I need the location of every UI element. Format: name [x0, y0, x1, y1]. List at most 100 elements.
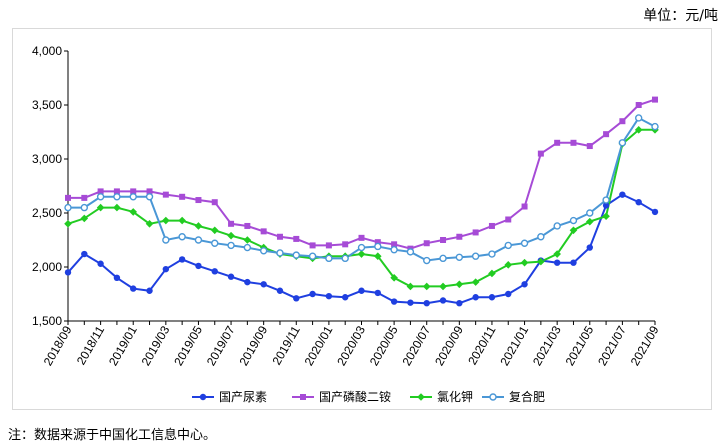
data-point [504, 241, 512, 250]
data-point [439, 254, 447, 263]
data-point [276, 287, 284, 294]
data-point [521, 203, 528, 210]
y-tick-label: 1,500 [32, 314, 62, 328]
x-tick-label: 2019/09 [236, 323, 270, 368]
data-point [634, 126, 643, 134]
data-point [634, 114, 643, 122]
x-tick-label: 2020/11 [465, 323, 499, 367]
data-point [603, 131, 610, 138]
data-point [537, 233, 545, 241]
x-tick-label: 2021/01 [497, 323, 531, 368]
data-point [179, 193, 186, 200]
data-point [456, 299, 463, 307]
y-tick-label: 4,000 [32, 44, 62, 58]
legend-marker [417, 393, 425, 401]
data-point [520, 258, 529, 267]
data-point [537, 257, 545, 266]
chart-frame [12, 28, 712, 410]
legend-marker [199, 393, 207, 401]
x-axis-ticks: 2018/09 2018/112019/012019/032019/052019/… [41, 321, 662, 368]
series-line-2 [68, 98, 656, 250]
data-point [358, 287, 365, 294]
data-point [243, 236, 252, 244]
data-point [390, 246, 398, 254]
data-point [162, 265, 170, 273]
x-tick-label: 2020/01 [302, 323, 336, 368]
data-point [439, 297, 447, 304]
data-point [259, 247, 268, 255]
data-point [635, 102, 642, 108]
data-point [325, 292, 333, 300]
data-point [80, 203, 89, 212]
data-point [195, 197, 202, 204]
unit-label: 单位：元/吨 [643, 8, 718, 24]
data-point [145, 220, 154, 228]
data-point [554, 139, 561, 146]
data-point [602, 202, 610, 209]
data-point [96, 203, 105, 212]
data-point [113, 188, 120, 195]
data-point [471, 278, 480, 286]
x-tick-label: 2019/07 [204, 323, 238, 368]
data-point [488, 250, 496, 258]
x-tick-label: 2020/05 [367, 323, 401, 368]
x-tick-label: 2019/11 [270, 323, 304, 367]
data-point [178, 216, 186, 225]
y-tick-label: 3,000 [32, 152, 62, 166]
data-point [211, 239, 219, 247]
data-point [113, 274, 121, 281]
data-point [113, 193, 121, 201]
legend-marker [300, 394, 306, 400]
data-point [586, 143, 593, 150]
x-tick-label: 2020/09 [432, 323, 466, 368]
x-tick-label: 2021/03 [530, 323, 564, 368]
data-point [439, 282, 447, 291]
data-point [293, 235, 300, 242]
data-point [406, 282, 415, 291]
data-point [113, 203, 121, 212]
data-point [586, 244, 593, 251]
x-tick-label: 2021/05 [563, 323, 597, 368]
data-point [537, 150, 544, 157]
data-point [358, 234, 365, 241]
data-point [81, 250, 88, 258]
data-point [162, 191, 169, 198]
data-point [195, 262, 202, 270]
data-point [618, 139, 627, 147]
data-point [456, 233, 463, 240]
data-point [423, 240, 430, 247]
data-point [472, 229, 479, 236]
data-point [406, 248, 415, 256]
legend-marker [489, 393, 497, 401]
data-point [472, 294, 479, 301]
data-point [211, 268, 218, 275]
data-point [227, 231, 235, 240]
data-point [146, 188, 153, 195]
data-point [390, 274, 398, 282]
data-point [244, 222, 251, 229]
legend: 国产尿素 国产磷酸二铵 氯化钾 复合肥 [192, 389, 545, 404]
data-point [342, 241, 349, 248]
data-point [423, 299, 430, 307]
series-markers [64, 96, 659, 307]
data-point [440, 237, 447, 243]
data-point [162, 236, 170, 244]
data-point [146, 287, 153, 294]
data-point [308, 252, 317, 260]
data-point [325, 242, 332, 249]
data-point [276, 233, 283, 240]
data-point [553, 222, 561, 230]
data-point [341, 294, 349, 301]
data-point [619, 118, 626, 125]
data-point [65, 194, 71, 201]
data-point [570, 139, 577, 146]
y-axis-ticks: 1,500 2,000 2,500 3,000 3,500 4,000 [32, 44, 68, 328]
legend-label: 氯化钾 [437, 390, 473, 404]
data-point [651, 122, 659, 131]
x-tick-label: 2020/07 [400, 323, 434, 368]
data-point [129, 208, 138, 216]
x-tick-label: 2021/07 [595, 323, 629, 368]
data-point [505, 216, 512, 223]
data-point [325, 254, 333, 263]
